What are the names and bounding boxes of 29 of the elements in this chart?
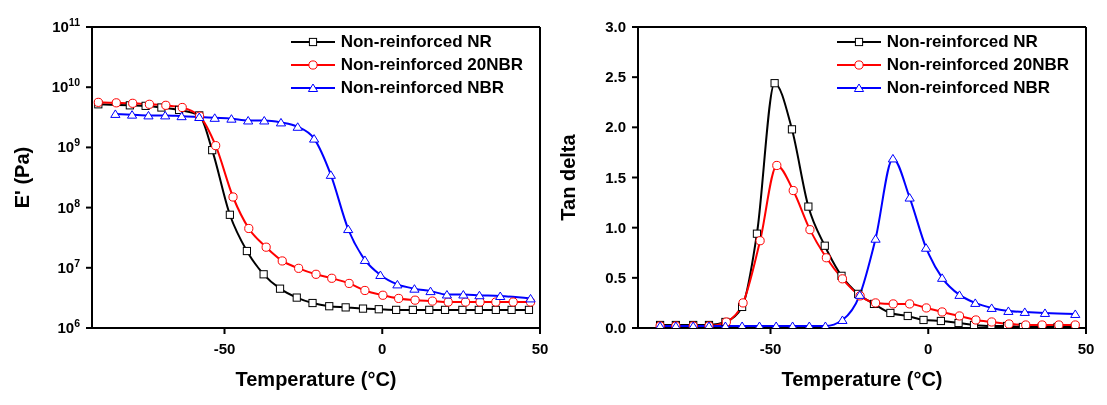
x-tick-label: 0	[378, 340, 387, 357]
y-tick-label: 10$^{9}$	[57, 136, 81, 156]
y-tick-label: 10$^{10}$	[51, 76, 81, 96]
x-tick-label: 50	[531, 340, 549, 357]
x-axis-title: Temperature (°C)	[781, 368, 943, 390]
legend-label: Non-reinforced NR	[340, 31, 492, 52]
y-tick-label: 2.5	[605, 68, 626, 86]
y-tick-label: 10$^{11}$	[52, 16, 81, 35]
x-tick-label: -50	[213, 340, 236, 357]
legend-label: Non-reinforced NBR	[886, 77, 1051, 98]
y-tick-label: 10$^{8}$	[57, 196, 81, 216]
y-tick-label: 0.0	[605, 319, 626, 336]
x-tick-label: 0	[924, 340, 933, 357]
y-tick-label: 1.0	[605, 218, 626, 236]
y-tick-label: 2.0	[605, 118, 626, 136]
y-tick-label: 0.5	[605, 268, 626, 286]
y-tick-label: 1.5	[605, 168, 626, 186]
y-tick-label: 3.0	[605, 18, 626, 35]
y-axis-title: Tan delta	[557, 133, 580, 221]
x-tick-label: 50	[1077, 340, 1095, 357]
y-tick-label: 10$^{7}$	[57, 256, 81, 276]
x-tick-label: -50	[759, 340, 782, 357]
y-tick-label: 10$^{6}$	[57, 317, 81, 336]
x-axis-title: Temperature (°C)	[235, 368, 397, 390]
legend-label: Non-reinforced 20NBR	[340, 54, 523, 75]
legend-label: Non-reinforced 20NBR	[886, 54, 1069, 75]
legend-label: Non-reinforced NR	[886, 31, 1038, 52]
legend-label: Non-reinforced NBR	[340, 77, 505, 98]
y-axis-title: E' (Pa)	[11, 146, 34, 209]
